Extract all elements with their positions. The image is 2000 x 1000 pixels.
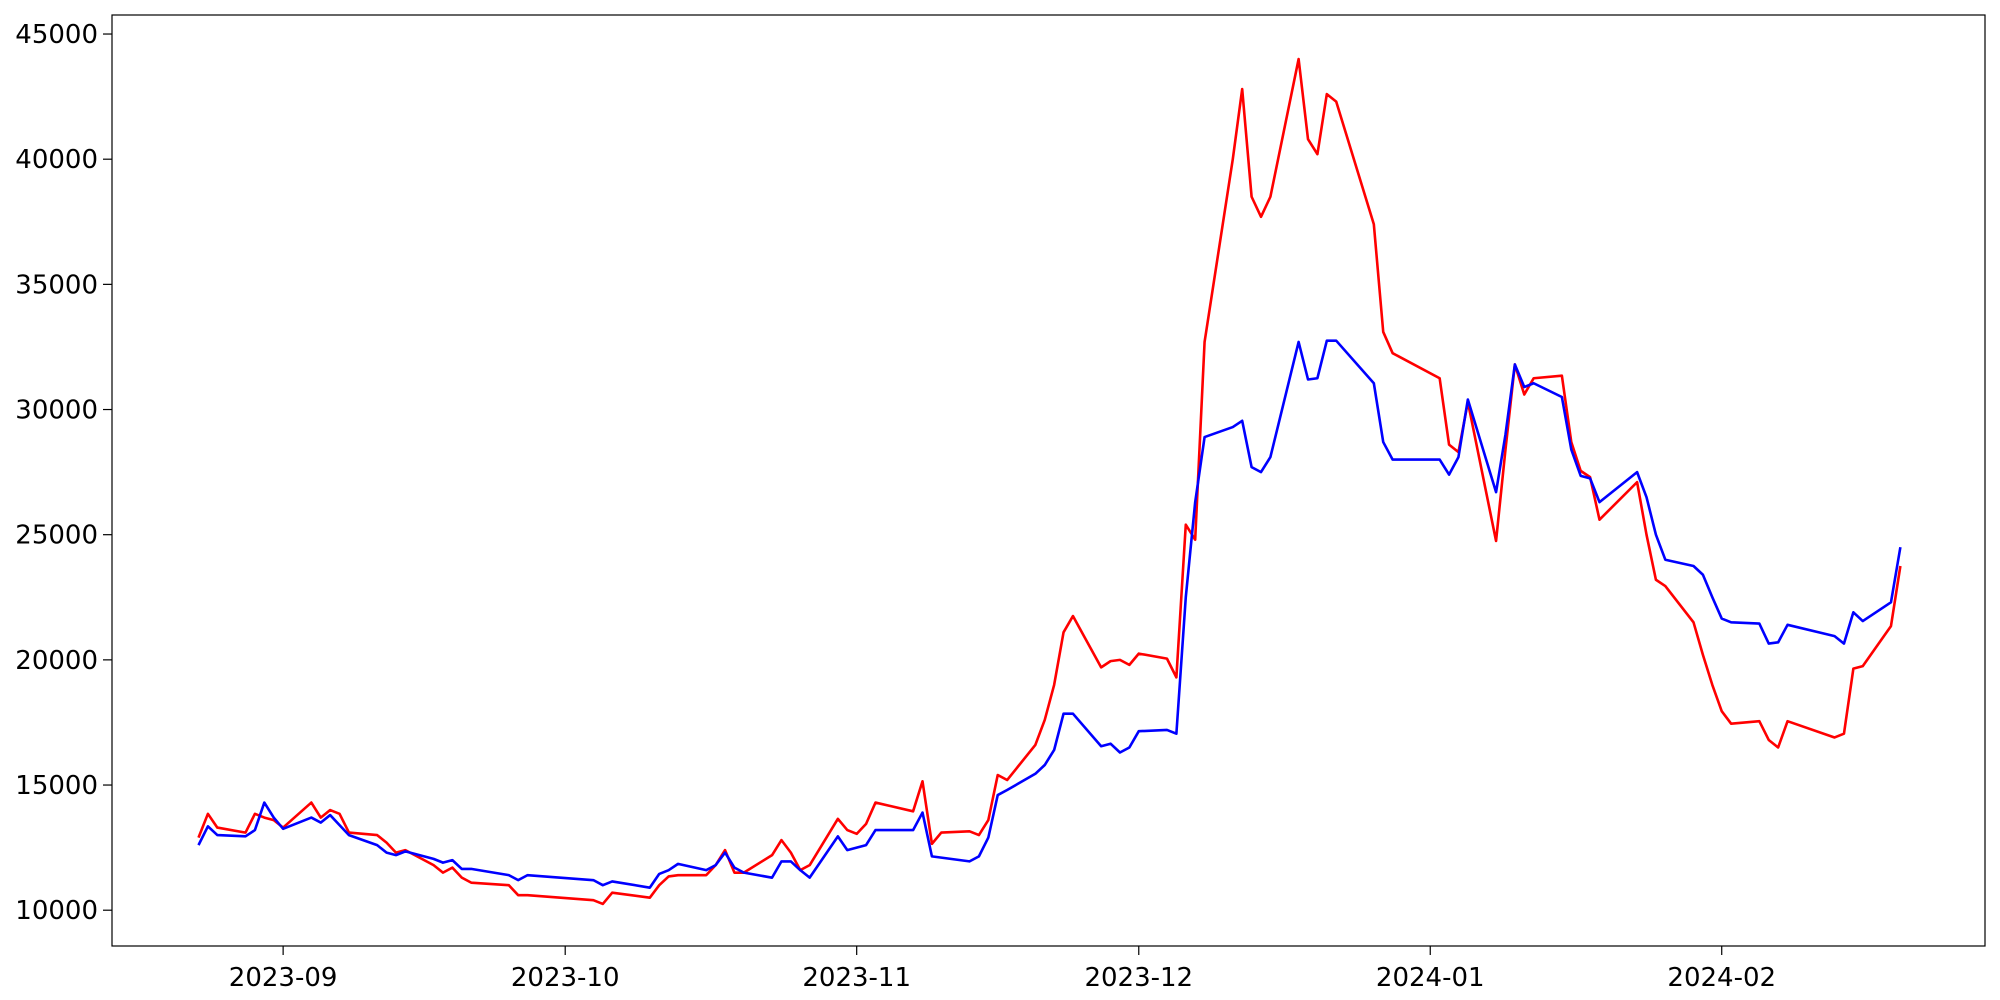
x-tick-label: 2023-09 [229,963,338,993]
x-tick-label: 2023-11 [802,963,911,993]
y-tick-label: 25000 [15,521,98,551]
y-tick-label: 15000 [15,771,98,801]
series-line [197,57,1902,906]
y-tick-label: 35000 [15,270,98,300]
y-tick-label: 40000 [15,145,98,175]
x-tick-label: 2024-02 [1667,963,1776,993]
plot-frame [111,14,1986,947]
series-line [197,339,1902,889]
x-tick-label: 2023-10 [511,963,620,993]
y-tick-label: 45000 [15,20,98,50]
y-tick-label: 30000 [15,396,98,426]
y-tick-label: 10000 [15,896,98,926]
x-tick-label: 2024-01 [1376,963,1485,993]
y-tick-label: 20000 [15,646,98,676]
x-tick-label: 2023-12 [1084,963,1193,993]
